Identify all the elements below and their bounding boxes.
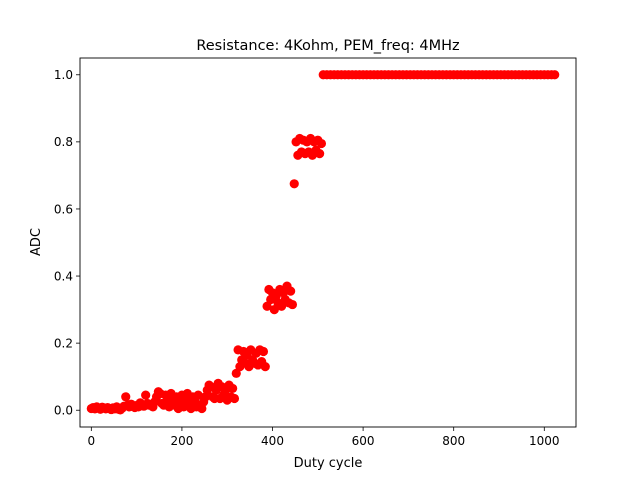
- x-tick-label: 0: [88, 434, 96, 448]
- x-tick-label: 200: [170, 434, 193, 448]
- x-axis-label: Duty cycle: [294, 456, 363, 471]
- y-tick-label: 0.6: [54, 202, 73, 216]
- data-point: [269, 304, 279, 315]
- y-axis-ticks: 0.0 0.2 0.4 0.6 0.8 1.0: [54, 68, 80, 418]
- data-point: [262, 301, 272, 311]
- data-point: [287, 299, 298, 310]
- y-tick-label: 0.0: [54, 404, 73, 418]
- data-point: [141, 390, 151, 400]
- data-point: [316, 138, 327, 149]
- chart-title: Resistance: 4Kohm, PEM_freq: 4MHz: [196, 38, 459, 54]
- data-point: [121, 392, 131, 402]
- x-tick-label: 1000: [529, 434, 560, 448]
- y-tick-label: 0.2: [54, 336, 73, 350]
- data-point: [286, 286, 296, 296]
- data-points: [86, 70, 560, 415]
- x-tick-label: 600: [352, 434, 375, 448]
- data-point: [228, 383, 238, 394]
- y-axis-label: ADC: [29, 228, 44, 256]
- data-point: [289, 179, 299, 189]
- x-axis-ticks: 0 200 400 600 800 1000: [88, 427, 560, 448]
- data-point: [229, 393, 240, 404]
- x-tick-label: 800: [442, 434, 465, 448]
- y-tick-label: 1.0: [54, 68, 73, 82]
- data-point: [315, 149, 325, 159]
- data-point: [258, 346, 269, 357]
- data-point: [231, 368, 241, 378]
- x-tick-label: 400: [261, 434, 284, 448]
- plot-frame: [79, 57, 577, 428]
- data-point: [260, 362, 270, 372]
- data-point: [276, 301, 287, 311]
- data-point: [550, 70, 560, 80]
- y-tick-label: 0.8: [54, 135, 73, 149]
- y-tick-label: 0.4: [54, 269, 73, 283]
- data-point: [193, 390, 203, 400]
